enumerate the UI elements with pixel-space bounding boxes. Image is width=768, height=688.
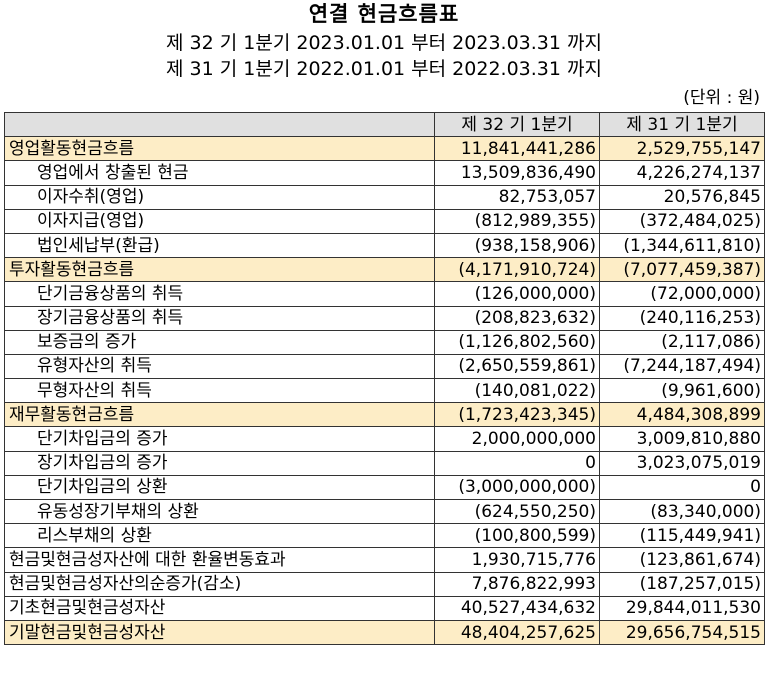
current-period-value: (624,550,250) [434,498,600,525]
prior-period-value: 4,226,274,137 [599,160,765,186]
current-period-value: (126,000,000) [434,281,600,307]
table-row: 기말현금및현금성자산 48,404,257,625 29,656,754,515 [4,619,765,646]
prior-period-value: (115,449,941) [599,523,765,549]
prior-period-value: (1,344,611,810) [599,232,765,259]
table-row: 이자지급(영업) (812,989,355) (372,484,025) [4,208,765,234]
prior-period-value: 2,529,755,147 [599,136,765,162]
row-label: 단기차입금의 증가 [4,426,435,452]
table-row: 영업에서 창출된 현금 13,509,836,490 4,226,274,137 [4,160,765,186]
prior-period: 제 31 기 1분기 2022.01.01 부터 2022.03.31 까지 [166,58,602,80]
table-row: 단기차입금의 상환 (3,000,000,000) 0 [4,474,765,501]
prior-period-value: 20,576,845 [599,184,765,210]
prior-period-value: (7,077,459,387) [599,257,765,283]
row-label: 기초현금및현금성자산 [4,595,435,621]
table-row: 현금및현금성자산에 대한 환율변동효과 1,930,715,776 (123,861… [4,547,765,573]
current-period-value: (140,081,022) [434,378,600,404]
current-period: 제 32 기 1분기 2023.01.01 부터 2023.03.31 까지 [166,32,602,54]
row-label: 이자수취(영업) [4,184,435,210]
prior-period-value: 3,009,810,880 [599,426,765,452]
prior-period-value: (187,257,015) [599,571,765,597]
header-label-cell [4,111,435,138]
prior-period-value: (9,961,600) [599,378,765,404]
current-period-value: (2,650,559,861) [434,353,600,380]
table-row: 장기차입금의 증가 0 3,023,075,019 [4,450,765,476]
prior-period-value: 0 [599,474,765,501]
current-period-value: (1,126,802,560) [434,329,600,355]
current-period-value: 2,000,000,000 [434,426,600,452]
row-label: 현금및현금성자산의순증가(감소) [4,571,435,597]
table-row: 유형자산의 취득 (2,650,559,861) (7,244,187,494) [4,353,765,380]
header-prior-period: 제 31 기 1분기 [599,111,765,138]
prior-period-value: 4,484,308,899 [599,402,765,428]
current-period-value: 13,509,836,490 [434,160,600,186]
table-row: 재무활동현금흐름 (1,723,423,345) 4,484,308,899 [4,402,765,428]
table-row: 단기금융상품의 취득 (126,000,000) (72,000,000) [4,281,765,307]
current-period-value: (938,158,906) [434,232,600,259]
current-period-value: 11,841,441,286 [434,136,600,162]
table-row: 기초현금및현금성자산 40,527,434,632 29,844,011,530 [4,595,765,621]
prior-period-value: (123,861,674) [599,547,765,573]
row-label: 재무활동현금흐름 [4,402,435,428]
row-label: 장기차입금의 증가 [4,450,435,476]
row-label: 유형자산의 취득 [4,353,435,380]
row-label: 리스부채의 상환 [4,523,435,549]
table-row: 장기금융상품의 취득 (208,823,632) (240,116,253) [4,305,765,331]
table-row: 법인세납부(환급) (938,158,906) (1,344,611,810) [4,232,765,259]
row-label: 무형자산의 취득 [4,378,435,404]
current-period-value: (1,723,423,345) [434,402,600,428]
current-period-value: 40,527,434,632 [434,595,600,621]
row-label: 기말현금및현금성자산 [4,619,435,646]
row-label: 장기금융상품의 취득 [4,305,435,331]
cash-flow-table: 제 32 기 1분기 제 31 기 1분기 영업활동현금흐름 11,841,441… [4,111,765,646]
table-row: 현금및현금성자산의순증가(감소) 7,876,822,993 (187,257,01… [4,571,765,597]
table-row: 리스부채의 상환 (100,800,599) (115,449,941) [4,523,765,549]
table-body: 영업활동현금흐름 11,841,441,286 2,529,755,147 영업에서 … [4,136,765,646]
current-period-value: 1,930,715,776 [434,547,600,573]
table-row: 무형자산의 취득 (140,081,022) (9,961,600) [4,378,765,404]
row-label: 이자지급(영업) [4,208,435,234]
row-label: 보증금의 증가 [4,329,435,355]
current-period-value: (100,800,599) [434,523,600,549]
prior-period-value: (372,484,025) [599,208,765,234]
header-current-period: 제 32 기 1분기 [434,111,600,138]
prior-period-value: (2,117,086) [599,329,765,355]
unit-label: (단위 : 원) [683,88,760,108]
current-period-value: (208,823,632) [434,305,600,331]
row-label: 단기금융상품의 취득 [4,281,435,307]
row-label: 영업에서 창출된 현금 [4,160,435,186]
current-period-value: 82,753,057 [434,184,600,210]
statement-title: 연결 현금흐름표 [308,2,460,26]
prior-period-value: (240,116,253) [599,305,765,331]
table-row: 보증금의 증가 (1,126,802,560) (2,117,086) [4,329,765,355]
prior-period-value: 3,023,075,019 [599,450,765,476]
table-row: 투자활동현금흐름 (4,171,910,724) (7,077,459,387) [4,257,765,283]
prior-period-value: (7,244,187,494) [599,353,765,380]
current-period-value: 48,404,257,625 [434,619,600,646]
row-label: 단기차입금의 상환 [4,474,435,501]
current-period-value: (4,171,910,724) [434,257,600,283]
row-label: 투자활동현금흐름 [4,257,435,283]
row-label: 현금및현금성자산에 대한 환율변동효과 [4,547,435,573]
row-label: 법인세납부(환급) [4,232,435,259]
current-period-value: 7,876,822,993 [434,571,600,597]
table-row: 영업활동현금흐름 11,841,441,286 2,529,755,147 [4,136,765,162]
prior-period-value: (72,000,000) [599,281,765,307]
current-period-value: (812,989,355) [434,208,600,234]
table-row: 이자수취(영업) 82,753,057 20,576,845 [4,184,765,210]
row-label: 영업활동현금흐름 [4,136,435,162]
prior-period-value: 29,656,754,515 [599,619,765,646]
prior-period-value: 29,844,011,530 [599,595,765,621]
row-label: 유동성장기부채의 상환 [4,498,435,525]
current-period-value: 0 [434,450,600,476]
table-header-row: 제 32 기 1분기 제 31 기 1분기 [4,111,765,138]
current-period-value: (3,000,000,000) [434,474,600,501]
table-row: 유동성장기부채의 상환 (624,550,250) (83,340,000) [4,498,765,525]
table-row: 단기차입금의 증가 2,000,000,000 3,009,810,880 [4,426,765,452]
prior-period-value: (83,340,000) [599,498,765,525]
